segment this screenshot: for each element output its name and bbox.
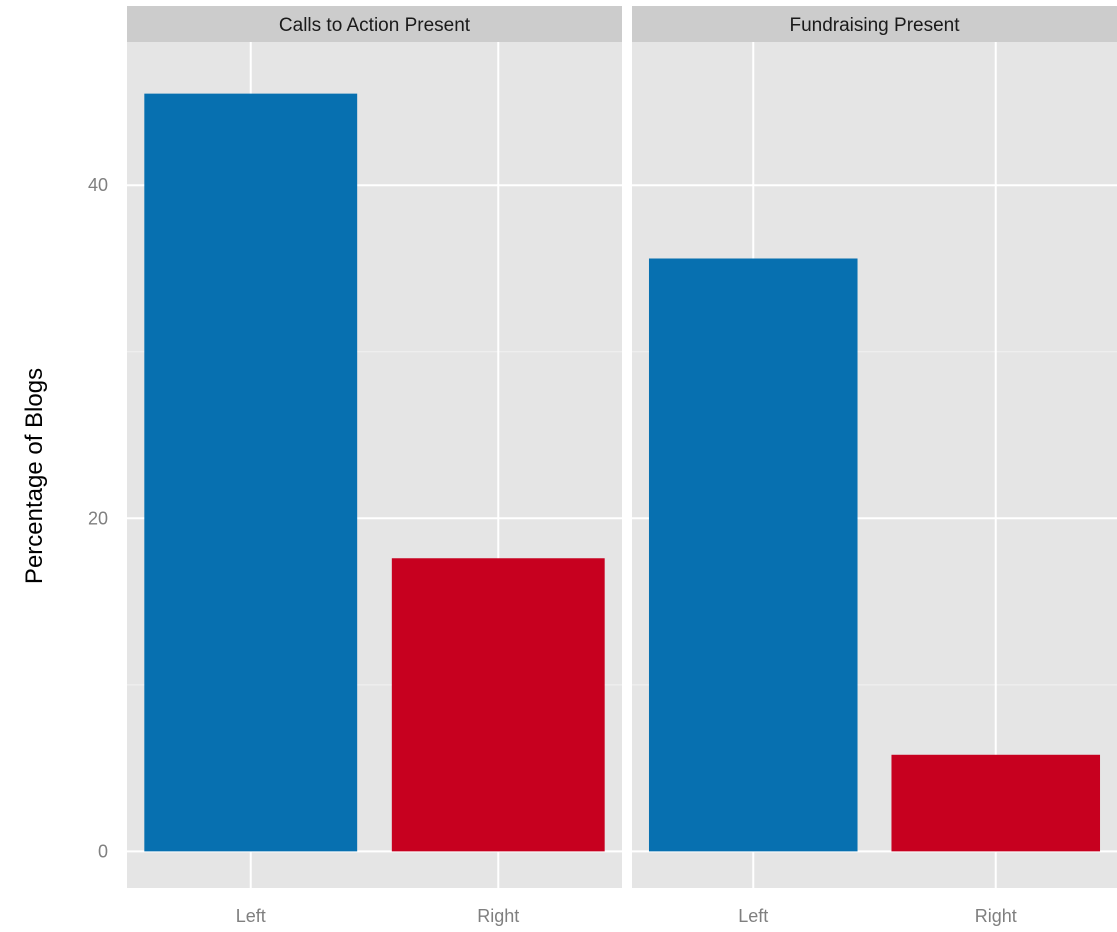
x-tick-label: Left bbox=[236, 906, 266, 926]
y-tick-label: 20 bbox=[88, 508, 108, 528]
facet-strip bbox=[632, 6, 1117, 42]
bar-left bbox=[648, 258, 858, 852]
bar-right bbox=[891, 754, 1101, 852]
y-axis-ticks: 0 20 40 bbox=[88, 175, 108, 861]
y-axis-label: Percentage of Blogs bbox=[21, 368, 48, 584]
facet-strip-label: Fundraising Present bbox=[789, 15, 960, 36]
facet-strip-label: Calls to Action Present bbox=[279, 15, 471, 36]
bar-right bbox=[391, 558, 605, 852]
x-tick-label: Left bbox=[738, 906, 768, 926]
facet-panel: Fundraising Present Left Right bbox=[632, 6, 1117, 926]
facet-strip bbox=[127, 6, 622, 42]
x-tick-label: Right bbox=[477, 906, 519, 926]
y-tick-label: 40 bbox=[88, 175, 108, 195]
bar-left bbox=[144, 93, 358, 852]
x-tick-label: Right bbox=[975, 906, 1017, 926]
facet-panel: Calls to Action Present Left Right bbox=[127, 6, 622, 926]
y-tick-label: 0 bbox=[98, 841, 108, 861]
